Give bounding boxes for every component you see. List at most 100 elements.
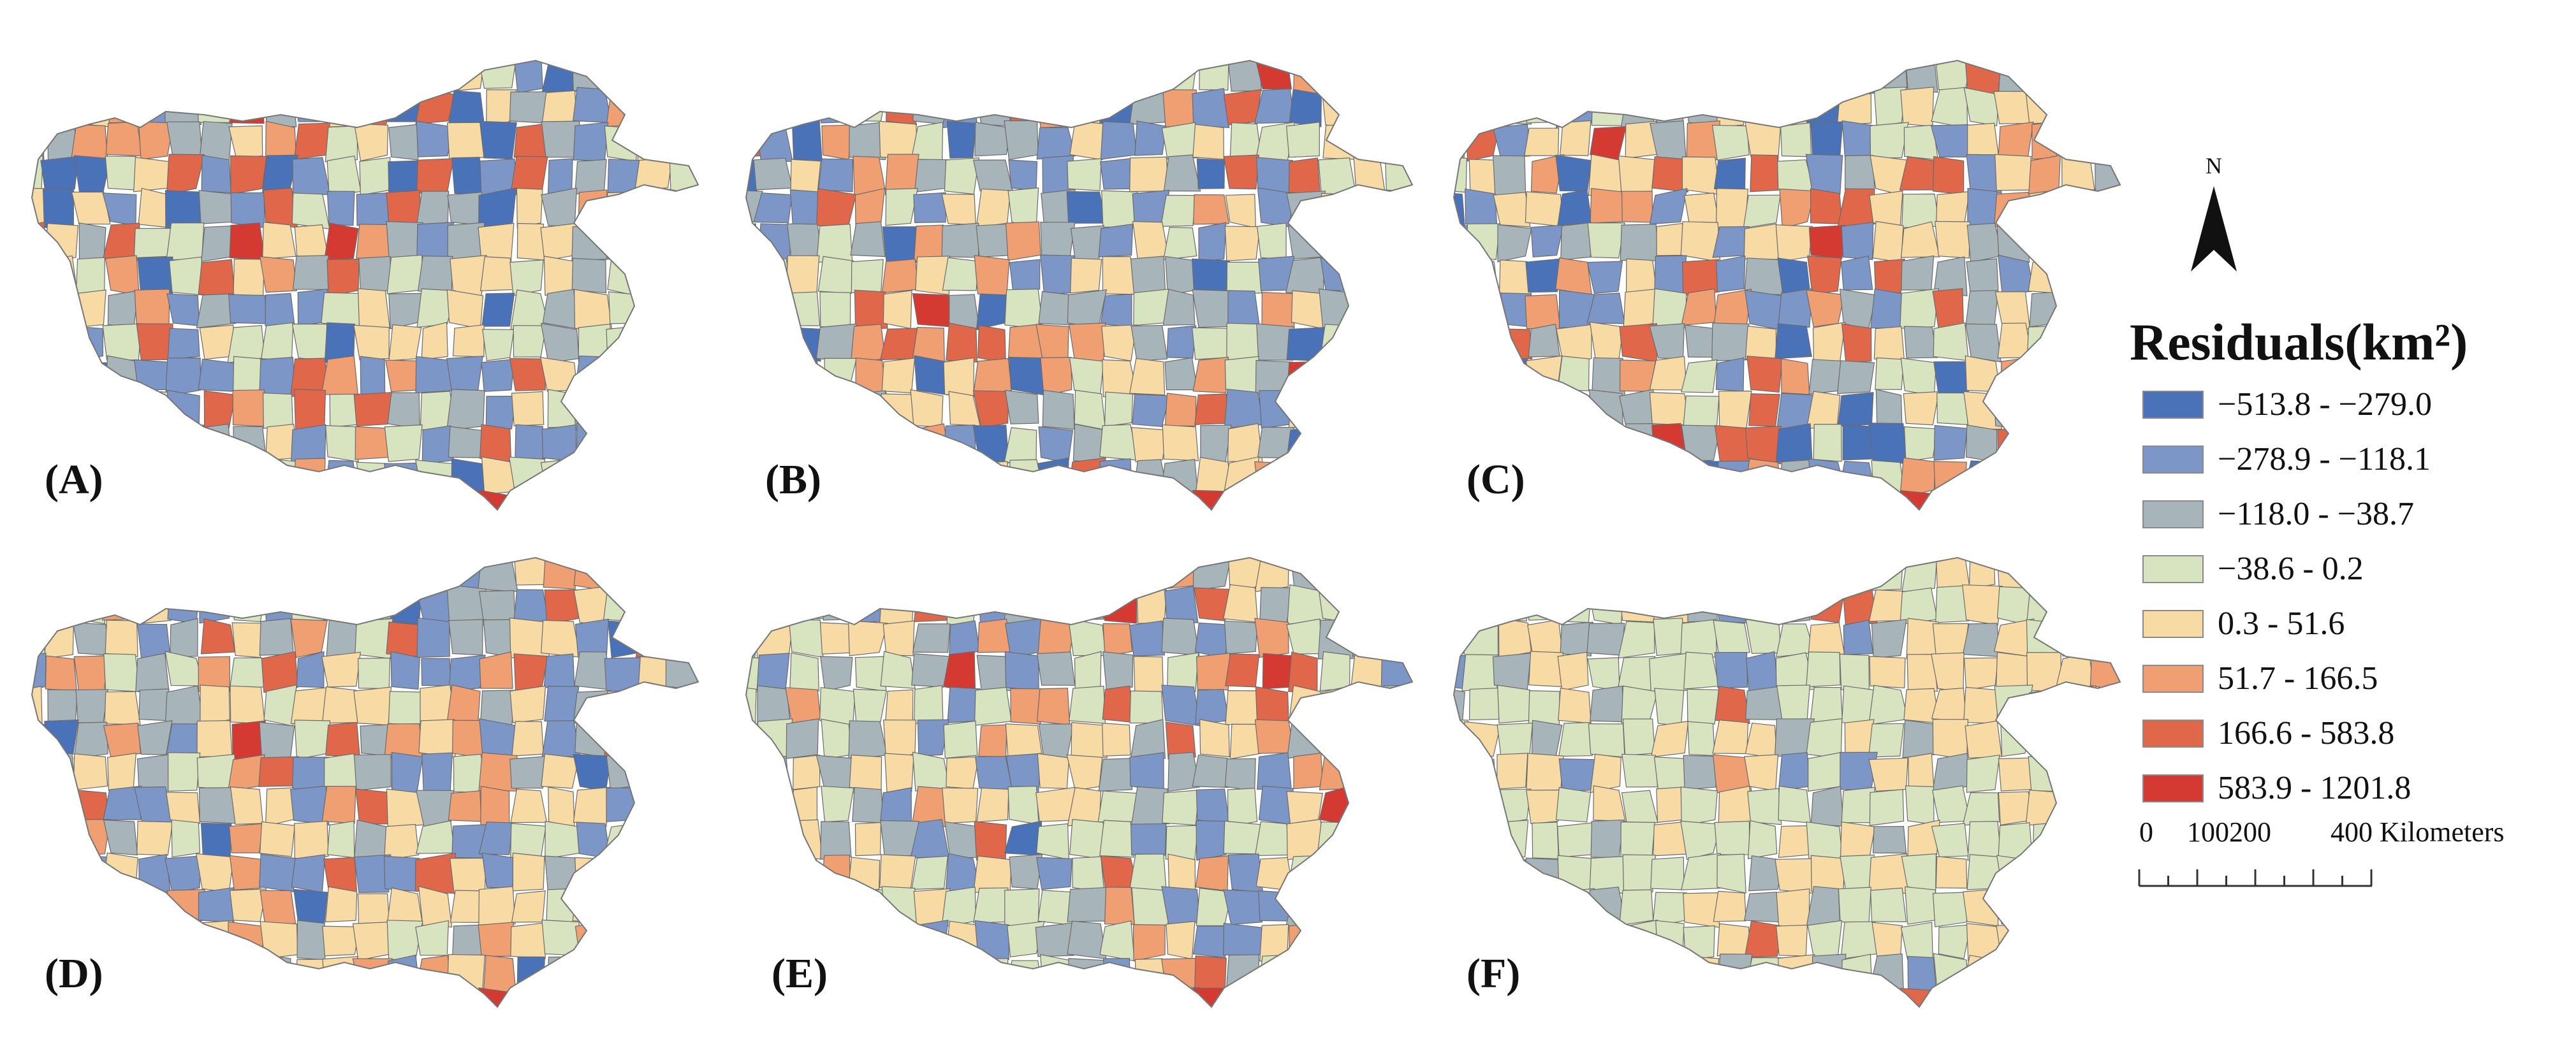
map-region (1352, 456, 1382, 496)
map-region (32, 489, 49, 510)
map-region (941, 558, 982, 591)
map-region (32, 221, 46, 257)
map-region (260, 921, 298, 959)
map-region (754, 819, 794, 859)
map-region (1004, 427, 1037, 463)
map-region (1129, 620, 1165, 656)
choropleth-map (727, 556, 1414, 1058)
map-region (2061, 61, 2092, 93)
map-region (294, 959, 327, 992)
north-arrow-icon: N (2191, 153, 2237, 272)
map-region (1685, 87, 1719, 126)
map-region (227, 558, 267, 591)
map-region (1841, 323, 1872, 363)
map-region (446, 289, 484, 330)
map-region (387, 954, 420, 990)
map-region (1775, 1022, 1809, 1058)
map-region (229, 855, 266, 890)
map-region (2056, 587, 2095, 625)
map-region (167, 328, 200, 361)
map-region (608, 620, 640, 658)
map-region (746, 456, 761, 496)
map-region (1743, 194, 1781, 229)
map-region (669, 495, 698, 510)
map-region (670, 525, 701, 559)
study-area-boundary (745, 59, 1414, 511)
map-region (756, 355, 793, 391)
map-region (913, 423, 950, 461)
map-region (290, 618, 328, 658)
map-region (1196, 820, 1230, 861)
map-region (824, 358, 858, 395)
map-region (135, 653, 170, 692)
legend-item: −278.9 - −118.1 (2142, 440, 2576, 479)
map-region (447, 191, 483, 226)
map-region (2061, 890, 2091, 928)
map-region (637, 125, 671, 162)
map-region (1555, 390, 1594, 430)
map-region (481, 456, 515, 495)
map-region (1069, 120, 1108, 161)
map-region (1074, 651, 1102, 690)
map-region (1257, 752, 1292, 790)
map-region (1070, 525, 1107, 558)
map-region (1557, 189, 1592, 226)
map-region (1775, 323, 1812, 359)
map-region (746, 321, 761, 363)
map-panel-e: (E) (727, 554, 1416, 1058)
map-region (1531, 720, 1563, 757)
map-region (1683, 955, 1720, 989)
map-region (388, 691, 421, 727)
map-region (1907, 819, 1940, 860)
map-region (384, 462, 422, 496)
map-region (1777, 257, 1810, 294)
map-region (1593, 785, 1626, 822)
map-region (2031, 120, 2058, 160)
map-region (574, 857, 612, 894)
map-region (1935, 221, 1971, 259)
map-region (1810, 686, 1843, 723)
map-region (1349, 856, 1386, 892)
map-region (1775, 423, 1813, 463)
map-region (229, 222, 265, 261)
map-region (603, 690, 638, 725)
map-region (1713, 61, 1748, 92)
map-region (1380, 852, 1412, 893)
map-region (32, 122, 45, 163)
map-region (415, 191, 450, 229)
map-region (1778, 785, 1811, 823)
map-region (1098, 558, 1136, 591)
map-region (420, 61, 448, 91)
map-region (259, 256, 298, 293)
map-region (228, 294, 267, 324)
map-region (1042, 389, 1075, 430)
map-region (746, 586, 759, 623)
map-region (1743, 223, 1780, 260)
map-region (1037, 990, 1072, 1007)
map-region (881, 358, 916, 394)
map-region (545, 820, 580, 859)
map-region (1621, 685, 1658, 724)
map-region (2093, 122, 2120, 161)
map-region (1555, 457, 1594, 496)
map-region (573, 753, 611, 792)
map-region (1072, 61, 1108, 92)
map-region (384, 424, 423, 462)
map-region (1319, 785, 1358, 827)
map-region (1622, 718, 1656, 757)
map-region (1129, 752, 1164, 793)
map-region (1745, 685, 1783, 721)
map-region (1872, 825, 1907, 854)
map-region (1005, 1024, 1043, 1057)
map-region (1037, 753, 1070, 789)
map-region (1160, 987, 1200, 1007)
map-region (1711, 322, 1752, 361)
map-region (32, 652, 47, 693)
map-region (1780, 358, 1810, 395)
map-region (1035, 922, 1076, 957)
map-region (1194, 622, 1230, 659)
map-region (1070, 257, 1102, 294)
map-region (2027, 223, 2061, 262)
map-region (727, 1025, 761, 1058)
map-region (1461, 358, 1498, 395)
